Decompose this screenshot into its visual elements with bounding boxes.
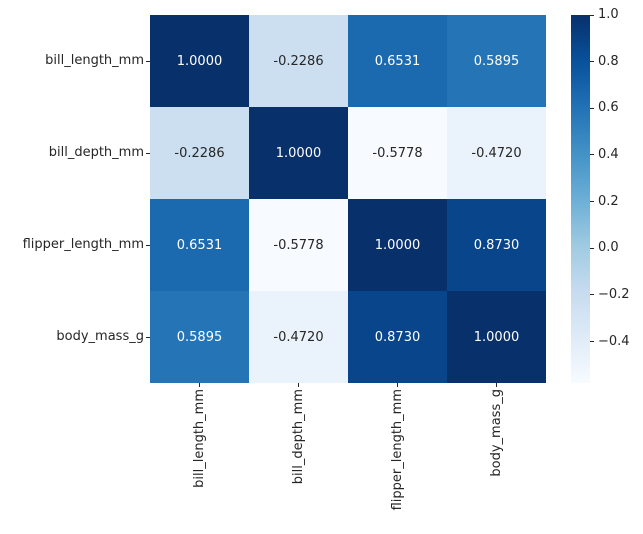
x-tick-label-flipper_length_mm: flipper_length_mm — [390, 389, 405, 511]
heatmap-cell-flipper_length_mm-bill_length_mm: 0.6531 — [150, 199, 249, 291]
tick-mark — [145, 152, 150, 154]
y-tick-label-bill_depth_mm: bill_depth_mm — [48, 145, 144, 160]
y-tick-label-flipper_length_mm: flipper_length_mm — [22, 237, 144, 252]
heatmap-cell-body_mass_g-body_mass_g: 1.0000 — [447, 291, 546, 383]
tick-mark — [145, 244, 150, 246]
tick-mark — [199, 383, 200, 387]
colorbar-tick-label-0.8: 0.8 — [598, 53, 619, 69]
tick-mark — [590, 14, 594, 16]
heatmap-grid: 1.0000 -0.2286 0.6531 0.5895 -0.2286 1.0000 -0… — [150, 15, 546, 383]
colorbar-tick-label-0.2: 0.2 — [598, 193, 619, 209]
heatmap-cell-bill_depth_mm-bill_depth_mm: 1.0000 — [249, 107, 348, 199]
heatmap-cell-body_mass_g-flipper_length_mm: 0.8730 — [348, 291, 447, 383]
heatmap-cell-bill_depth_mm-bill_length_mm: -0.2286 — [150, 107, 249, 199]
colorbar-tick-label-−0.4: −0.4 — [598, 333, 630, 349]
y-tick-label-body_mass_g: body_mass_g — [56, 329, 144, 344]
tick-mark — [496, 383, 497, 387]
heatmap-cell-bill_depth_mm-flipper_length_mm: -0.5778 — [348, 107, 447, 199]
tick-mark — [590, 201, 594, 203]
colorbar-tick-label-0.0: 0.0 — [598, 240, 619, 256]
tick-mark — [397, 383, 398, 387]
heatmap-cell-body_mass_g-bill_depth_mm: -0.4720 — [249, 291, 348, 383]
tick-mark — [145, 336, 150, 338]
colorbar-tick-label-0.4: 0.4 — [598, 146, 619, 162]
tick-mark — [590, 341, 594, 343]
tick-mark — [590, 294, 594, 296]
tick-mark — [590, 61, 594, 63]
heatmap-cell-flipper_length_mm-bill_depth_mm: -0.5778 — [249, 199, 348, 291]
x-tick-label-bill_depth_mm: bill_depth_mm — [291, 389, 306, 485]
heatmap-cell-flipper_length_mm-body_mass_g: 0.8730 — [447, 199, 546, 291]
tick-mark — [590, 154, 594, 156]
y-tick-label-bill_length_mm: bill_length_mm — [45, 53, 144, 68]
x-tick-label-bill_length_mm: bill_length_mm — [192, 389, 207, 488]
heatmap-cell-bill_depth_mm-body_mass_g: -0.4720 — [447, 107, 546, 199]
heatmap-cell-bill_length_mm-body_mass_g: 0.5895 — [447, 15, 546, 107]
tick-mark — [590, 247, 594, 249]
colorbar — [571, 15, 590, 383]
heatmap-cell-body_mass_g-bill_length_mm: 0.5895 — [150, 291, 249, 383]
heatmap-cell-bill_length_mm-bill_depth_mm: -0.2286 — [249, 15, 348, 107]
tick-mark — [298, 383, 299, 387]
heatmap-cell-bill_length_mm-bill_length_mm: 1.0000 — [150, 15, 249, 107]
tick-mark — [590, 107, 594, 109]
colorbar-tick-label-−0.2: −0.2 — [598, 286, 630, 302]
x-tick-label-body_mass_g: body_mass_g — [489, 389, 504, 477]
tick-mark — [145, 60, 150, 62]
colorbar-tick-label-0.6: 0.6 — [598, 100, 619, 116]
heatmap-cell-flipper_length_mm-flipper_length_mm: 1.0000 — [348, 199, 447, 291]
heatmap-cell-bill_length_mm-flipper_length_mm: 0.6531 — [348, 15, 447, 107]
colorbar-tick-label-1.0: 1.0 — [598, 7, 619, 22]
